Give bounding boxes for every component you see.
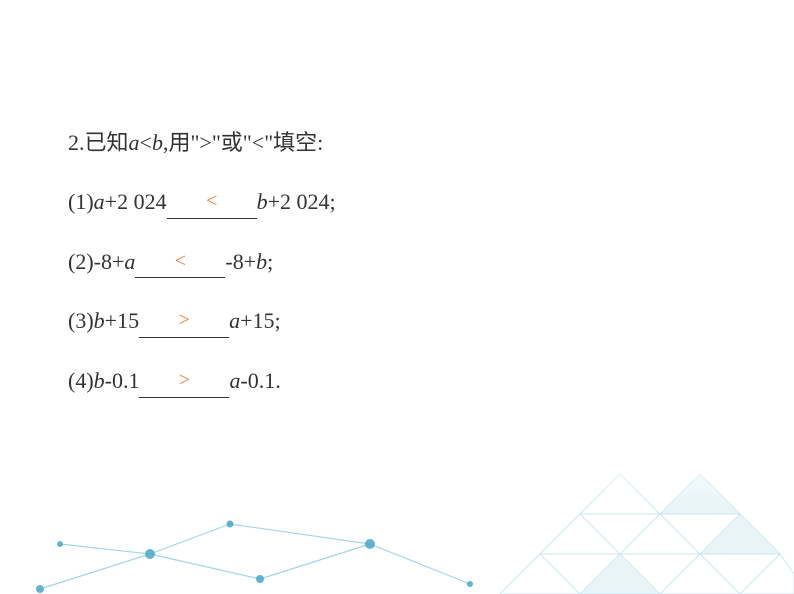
item-label: (3) xyxy=(68,308,94,333)
answer-text: > xyxy=(179,369,190,391)
answer-text: < xyxy=(175,250,186,272)
right-expr: +2 024; xyxy=(268,189,336,214)
left-prefix: -8+ xyxy=(94,249,125,274)
answer-blank: > xyxy=(139,366,229,398)
answer-blank: > xyxy=(139,306,229,338)
item-3: (3)b+15 > a+15; xyxy=(68,306,726,338)
answer-blank: < xyxy=(135,247,225,279)
background-decoration xyxy=(0,434,794,594)
item-2: (2)-8+a<-8+b; xyxy=(68,247,726,279)
question-content: 2.已知a<b,用">"或"<"填空: (1)a+2 024<b+2 024; … xyxy=(68,128,726,426)
left-var: a xyxy=(124,249,135,274)
prompt-text-after: ,用">"或"<"填空: xyxy=(163,130,323,155)
right-prefix: -8+ xyxy=(225,249,256,274)
lt-symbol: < xyxy=(140,130,152,155)
right-expr: +15; xyxy=(240,308,281,333)
left-expr: +15 xyxy=(105,308,139,333)
left-var: a xyxy=(94,189,105,214)
left-expr: -0.1 xyxy=(105,368,140,393)
prompt-text-before: 已知 xyxy=(85,130,129,155)
item-4: (4)b-0.1 > a-0.1. xyxy=(68,366,726,398)
item-1: (1)a+2 024 < b+2 024; xyxy=(68,187,726,219)
right-var: a xyxy=(229,308,240,333)
right-expr: -0.1. xyxy=(240,368,280,393)
right-var: b xyxy=(257,189,268,214)
right-expr: ; xyxy=(267,249,273,274)
question-prompt: 2.已知a<b,用">"或"<"填空: xyxy=(68,128,726,159)
item-label: (1) xyxy=(68,189,94,214)
left-expr: +2 024 xyxy=(105,189,167,214)
answer-blank: < xyxy=(167,187,257,219)
left-var: b xyxy=(94,308,105,333)
item-label: (4) xyxy=(68,368,94,393)
item-label: (2) xyxy=(68,249,94,274)
left-var: b xyxy=(94,368,105,393)
answer-text: < xyxy=(206,190,217,212)
right-var: a xyxy=(229,368,240,393)
var-a: a xyxy=(129,130,140,155)
var-b: b xyxy=(152,130,163,155)
question-number: 2. xyxy=(68,130,85,155)
right-var: b xyxy=(256,249,267,274)
answer-text: > xyxy=(178,309,189,331)
